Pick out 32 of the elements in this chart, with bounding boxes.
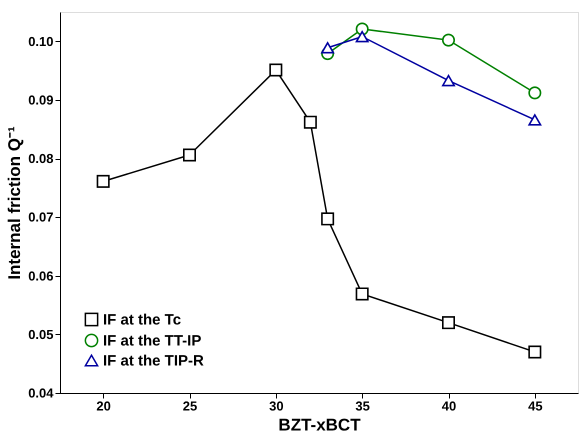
x-tick-label: 30 bbox=[269, 398, 284, 414]
y-tick-label: 0.05 bbox=[28, 326, 54, 342]
y-tick-label: 0.08 bbox=[28, 151, 54, 166]
x-axis-title: BZT-xBCT bbox=[278, 416, 362, 434]
y-tick-label: 0.09 bbox=[28, 92, 54, 108]
x-tick-label: 45 bbox=[528, 398, 543, 414]
point bbox=[528, 86, 542, 100]
point bbox=[269, 64, 282, 77]
legend-label: IF at the TT-IP bbox=[103, 332, 202, 350]
point bbox=[96, 174, 110, 188]
point bbox=[321, 212, 334, 226]
point bbox=[356, 287, 369, 300]
x-tick-label: 35 bbox=[355, 398, 370, 414]
point bbox=[528, 114, 542, 126]
point bbox=[528, 345, 542, 358]
point bbox=[442, 316, 455, 330]
y-axis-title: Internal friction Q⁻¹ bbox=[5, 126, 24, 280]
y-tick-label: 0.07 bbox=[28, 210, 54, 225]
y-tick-label: 0.10 bbox=[28, 34, 54, 49]
point bbox=[304, 116, 317, 129]
point bbox=[442, 34, 455, 47]
point bbox=[442, 74, 455, 86]
x-tick-label: 20 bbox=[96, 398, 111, 414]
x-tick-label: 25 bbox=[182, 398, 198, 414]
point bbox=[356, 30, 369, 42]
legend-label: IF at the TIP-R bbox=[103, 352, 204, 370]
x-tick-label: 40 bbox=[442, 398, 456, 414]
legend-label: IF at the Tc bbox=[103, 312, 182, 328]
y-tick-label: 0.04 bbox=[28, 386, 54, 400]
y-tick-label: 0.06 bbox=[28, 268, 54, 284]
point bbox=[321, 42, 334, 54]
point bbox=[183, 148, 196, 162]
